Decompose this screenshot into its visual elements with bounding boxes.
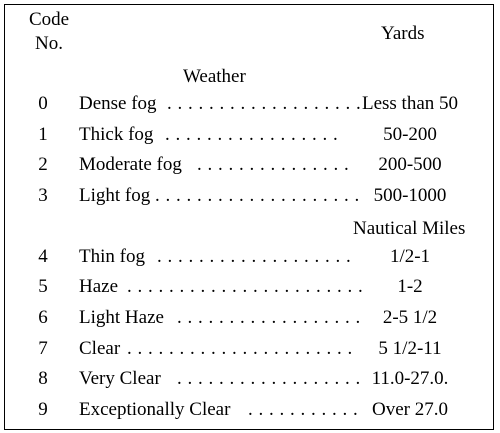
row-weather: Very Clear — [79, 368, 161, 389]
row-code: 4 — [38, 246, 48, 267]
row-value: 200-500 — [378, 154, 442, 175]
row-leader: . . . . . . . . . . . . . . . . . . . . … — [127, 276, 364, 297]
row-weather: Thick fog — [79, 124, 154, 145]
row-value: 1/2-1 — [389, 246, 431, 267]
row-leader: . . . . . . . . . . . . . . . . . . — [177, 307, 361, 328]
row-leader: . . . . . . . . . . . . . . . — [197, 154, 350, 175]
yards-header: Yards — [381, 23, 425, 44]
row-code: 0 — [38, 93, 48, 114]
row-code: 1 — [38, 124, 48, 145]
row-code: 7 — [38, 338, 48, 359]
row-weather: Light Haze — [79, 307, 164, 328]
row-code: 2 — [38, 154, 48, 175]
table-row: 2 Moderate fog . . . . . . . . . . . . .… — [5, 154, 495, 176]
row-weather: Clear — [79, 338, 121, 359]
nautical-miles-header: Nautical Miles — [353, 218, 466, 239]
visibility-table: Code No. Yards Weather Nautical Miles 0 … — [4, 4, 494, 430]
code-header-line2: No. — [35, 33, 63, 54]
row-value: 11.0-27.0. — [371, 368, 449, 389]
table-row: 4 Thin fog . . . . . . . . . . . . . . .… — [5, 246, 495, 268]
row-weather: Haze — [79, 276, 119, 297]
row-leader: . . . . . . . . . . . . . . . . . . . . … — [127, 338, 353, 359]
table-row: 6 Light Haze . . . . . . . . . . . . . .… — [5, 307, 495, 329]
row-code: 9 — [38, 399, 48, 420]
table-row: 3 Light fog . . . . . . . . . . . . . . … — [5, 185, 495, 207]
row-leader: . . . . . . . . . . . . . . . . . . . — [167, 93, 362, 114]
row-weather: Moderate fog — [79, 154, 182, 175]
row-value: 500-1000 — [373, 185, 447, 206]
table-row: 0 Dense fog . . . . . . . . . . . . . . … — [5, 93, 495, 115]
row-leader: . . . . . . . . . . . . . . . . . . . . — [155, 185, 360, 206]
table-row: 5 Haze . . . . . . . . . . . . . . . . .… — [5, 276, 495, 298]
row-value: 5 1/2-11 — [378, 338, 442, 359]
weather-header: Weather — [183, 66, 246, 87]
code-header-line1: Code — [28, 9, 70, 30]
table-row: 9 Exceptionally Clear . . . . . . . . . … — [5, 399, 495, 421]
row-value: 1-2 — [397, 276, 423, 297]
row-leader: . . . . . . . . . . . . . . . . . — [165, 124, 339, 145]
table-row: 7 Clear . . . . . . . . . . . . . . . . … — [5, 338, 495, 360]
row-value: 50-200 — [383, 124, 437, 145]
row-value: Less than 50 — [361, 93, 459, 114]
row-weather: Thin fog — [79, 246, 145, 267]
row-code: 5 — [38, 276, 48, 297]
table-row: 1 Thick fog . . . . . . . . . . . . . . … — [5, 124, 495, 146]
row-weather: Light fog — [79, 185, 151, 206]
row-value: 2-5 1/2 — [382, 307, 438, 328]
row-code: 3 — [38, 185, 48, 206]
row-leader: . . . . . . . . . . . — [248, 399, 359, 420]
row-code: 8 — [38, 368, 48, 389]
row-leader: . . . . . . . . . . . . . . . . . . . — [157, 246, 352, 267]
row-value: Over 27.0 — [372, 399, 448, 420]
table-row: 8 Very Clear . . . . . . . . . . . . . .… — [5, 368, 495, 390]
row-code: 6 — [38, 307, 48, 328]
row-weather: Exceptionally Clear — [79, 399, 231, 420]
row-leader: . . . . . . . . . . . . . . . . . . — [177, 368, 361, 389]
row-weather: Dense fog — [79, 93, 157, 114]
